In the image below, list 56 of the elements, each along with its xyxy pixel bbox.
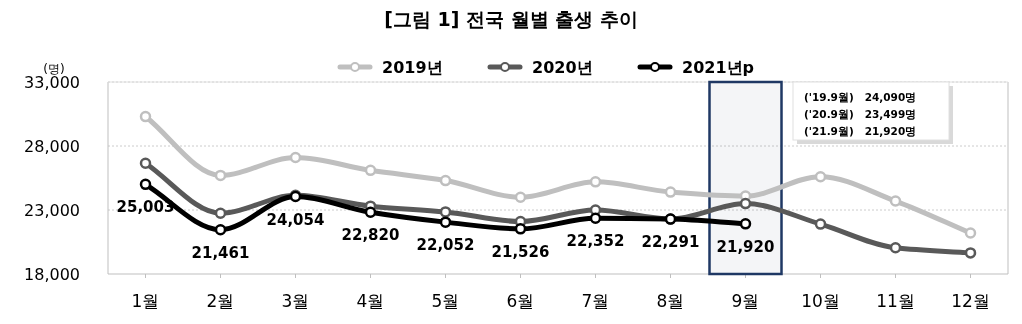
y-tick-label: 18,000 [24,265,80,284]
x-tick-label: 8월 [656,291,685,311]
point [964,227,977,239]
point [514,223,527,235]
point [889,195,902,207]
point [364,206,377,219]
point [139,110,152,123]
data-label: 22,820 [341,226,400,245]
x-tick-label: 1월 [131,291,160,311]
x-tick-label: 2월 [206,291,235,311]
point [739,197,752,210]
data-label: 21,920 [716,237,775,256]
x-tick-label: 9월 [731,291,760,311]
point [289,151,302,164]
annotation: ('19.9월) 24,090명 [804,91,917,103]
point [214,207,227,219]
point [139,157,152,170]
x-tick-label: 4월 [356,291,385,311]
point [439,206,452,218]
y-axis-title: (명) [43,62,65,76]
point [214,223,227,236]
legend-label: 2020년 [532,58,593,77]
point [814,170,827,183]
point [589,212,602,225]
data-label: 24,054 [266,210,325,229]
legend-label: 2019년 [382,58,443,77]
point [439,174,452,187]
y-tick-label: 23,000 [24,201,80,220]
data-label: 21,461 [191,243,250,262]
point [664,186,677,198]
point [889,242,902,254]
x-tick-label: 12월 [951,291,990,311]
chart-title: [그림 1] 전국 월별 출생 추이 [384,8,638,30]
x-tick-label: 10월 [801,291,840,311]
point [514,191,527,203]
y-tick-label: 28,000 [24,137,80,156]
point [364,164,377,177]
data-label: 22,352 [566,232,625,251]
legend-label: 2021년p [682,58,754,77]
point [139,178,152,191]
x-tick-label: 7월 [581,291,610,311]
x-tick-label: 11월 [876,291,915,311]
annotation: ('21.9월) 21,920명 [804,125,917,137]
point [814,218,827,230]
data-label: 21,526 [491,242,550,261]
point [214,169,227,182]
x-tick-label: 5월 [431,291,460,311]
point [589,176,602,188]
point [964,247,977,259]
point [439,216,452,228]
x-tick-label: 3월 [281,291,310,311]
data-label: 22,052 [416,236,475,255]
x-tick-label: 6월 [506,291,535,311]
data-label: 22,291 [641,233,700,252]
annotation: ('20.9월) 23,499명 [804,108,917,120]
point [739,218,752,230]
